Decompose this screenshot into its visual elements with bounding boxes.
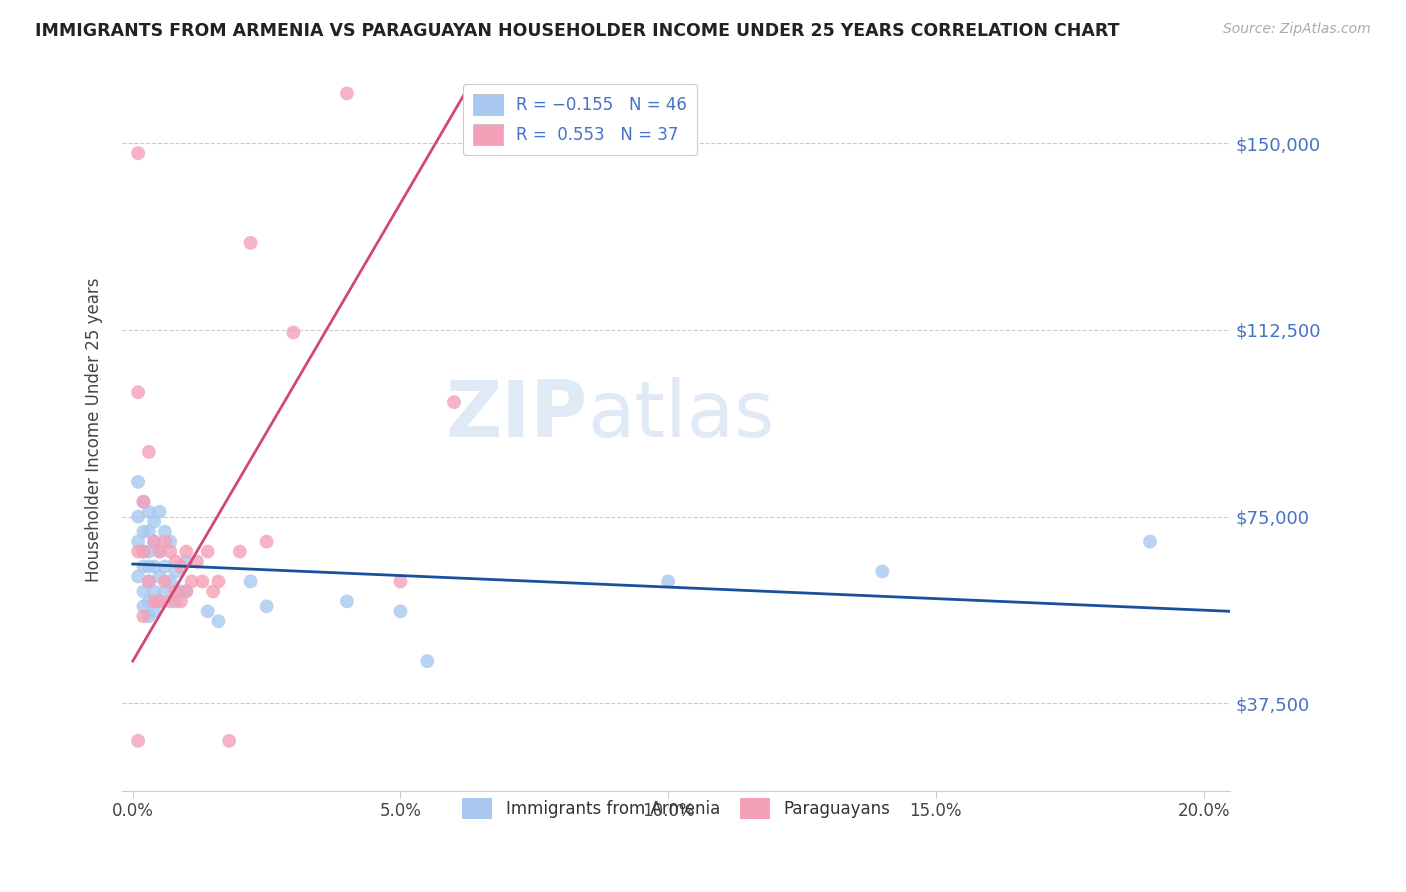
Point xyxy=(148,594,170,608)
Point xyxy=(132,609,155,624)
Point xyxy=(143,559,166,574)
Point xyxy=(153,534,176,549)
Point xyxy=(256,534,278,549)
Point xyxy=(143,584,166,599)
Text: IMMIGRANTS FROM ARMENIA VS PARAGUAYAN HOUSEHOLDER INCOME UNDER 25 YEARS CORRELAT: IMMIGRANTS FROM ARMENIA VS PARAGUAYAN HO… xyxy=(35,22,1119,40)
Point xyxy=(1139,534,1161,549)
Point xyxy=(132,495,155,509)
Point xyxy=(127,146,149,161)
Point xyxy=(657,574,679,589)
Point xyxy=(416,654,439,668)
Point xyxy=(143,534,166,549)
Point xyxy=(159,534,181,549)
Point xyxy=(153,524,176,539)
Point xyxy=(159,574,181,589)
Point xyxy=(138,609,160,624)
Point xyxy=(165,565,187,579)
Point xyxy=(218,733,240,747)
Point xyxy=(191,574,214,589)
Point xyxy=(197,544,219,558)
Point xyxy=(138,524,160,539)
Point xyxy=(170,594,193,608)
Point xyxy=(176,555,198,569)
Point xyxy=(138,574,160,589)
Point xyxy=(132,584,155,599)
Point xyxy=(336,87,359,101)
Point xyxy=(153,559,176,574)
Text: Source: ZipAtlas.com: Source: ZipAtlas.com xyxy=(1223,22,1371,37)
Point xyxy=(132,524,155,539)
Point xyxy=(143,604,166,618)
Point xyxy=(132,559,155,574)
Point xyxy=(148,544,170,558)
Point xyxy=(127,733,149,747)
Point xyxy=(389,574,412,589)
Text: ZIP: ZIP xyxy=(446,377,588,453)
Point xyxy=(132,599,155,614)
Point xyxy=(180,574,202,589)
Point xyxy=(176,584,198,599)
Point xyxy=(138,594,160,608)
Point xyxy=(197,604,219,618)
Point xyxy=(159,594,181,608)
Point xyxy=(153,584,176,599)
Point xyxy=(148,544,170,558)
Point xyxy=(143,534,166,549)
Point xyxy=(127,544,149,558)
Point xyxy=(138,574,160,589)
Point xyxy=(132,544,155,558)
Point xyxy=(127,475,149,489)
Y-axis label: Householder Income Under 25 years: Householder Income Under 25 years xyxy=(86,277,103,582)
Point xyxy=(127,385,149,400)
Point xyxy=(165,594,187,608)
Point xyxy=(443,395,465,409)
Point xyxy=(165,584,187,599)
Point xyxy=(132,495,155,509)
Point xyxy=(256,599,278,614)
Point xyxy=(165,555,187,569)
Point xyxy=(148,569,170,583)
Point xyxy=(138,559,160,574)
Point xyxy=(132,544,155,558)
Point xyxy=(148,594,170,608)
Point xyxy=(202,584,225,599)
Point xyxy=(143,594,166,608)
Legend: Immigrants from Armenia, Paraguayans: Immigrants from Armenia, Paraguayans xyxy=(456,791,897,826)
Point xyxy=(872,565,894,579)
Point xyxy=(138,505,160,519)
Point xyxy=(207,574,229,589)
Point xyxy=(127,534,149,549)
Point xyxy=(186,555,208,569)
Point xyxy=(170,584,193,599)
Point xyxy=(138,445,160,459)
Point xyxy=(127,569,149,583)
Point xyxy=(283,326,305,340)
Text: atlas: atlas xyxy=(588,377,775,453)
Point xyxy=(138,544,160,558)
Point xyxy=(239,235,262,250)
Point xyxy=(389,604,412,618)
Point xyxy=(143,515,166,529)
Point xyxy=(159,544,181,558)
Point xyxy=(148,505,170,519)
Point xyxy=(239,574,262,589)
Point xyxy=(170,559,193,574)
Point xyxy=(176,584,198,599)
Point xyxy=(336,594,359,608)
Point xyxy=(229,544,252,558)
Point xyxy=(176,544,198,558)
Point xyxy=(207,615,229,629)
Point xyxy=(127,509,149,524)
Point xyxy=(153,574,176,589)
